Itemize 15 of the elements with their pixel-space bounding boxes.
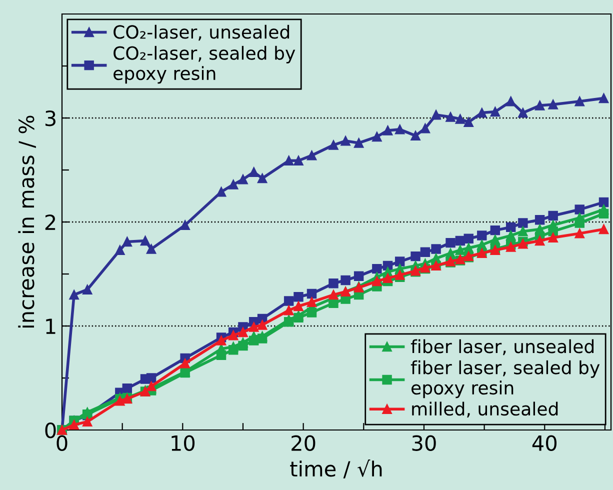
legend-label: milled, unsealed <box>412 402 558 418</box>
y-tick-label: 1 <box>46 318 56 334</box>
legend-label: CO₂-laser, sealed by epoxy resin <box>114 46 296 84</box>
x-tick-label: 20 <box>292 435 316 451</box>
legend-label: fiber laser, unsealed <box>410 339 594 356</box>
y-tick-label: 3 <box>45 110 56 126</box>
x-tick-label: 30 <box>412 435 436 451</box>
legend-label: CO₂-laser, unsealed <box>114 24 290 41</box>
y-tick-label: 0 <box>45 422 56 438</box>
y-axis-title: increase in mass / % <box>18 116 36 328</box>
x-tick-label: 0 <box>56 435 68 451</box>
x-tick-label: 40 <box>532 435 557 451</box>
x-tick-label: 10 <box>172 435 195 451</box>
y-tick-label: 2 <box>45 214 56 230</box>
x-axis-title: time / √h <box>290 460 382 478</box>
